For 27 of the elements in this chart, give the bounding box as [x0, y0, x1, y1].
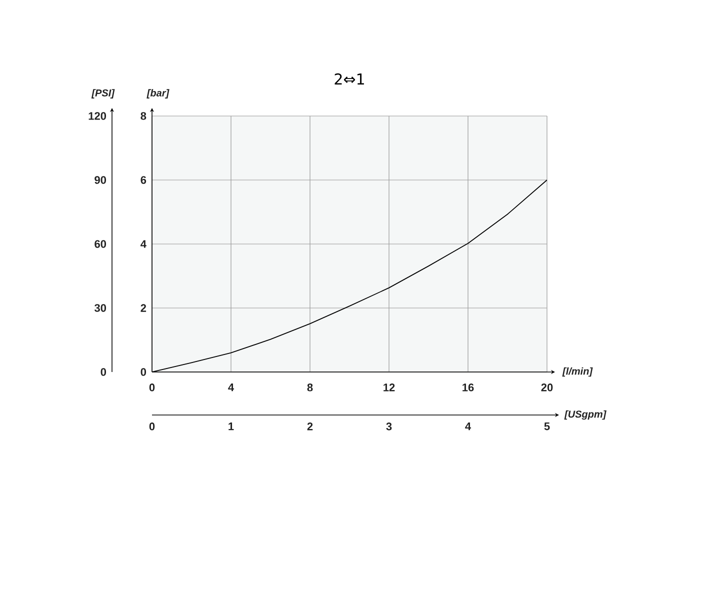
y-tick-label: 0	[140, 368, 146, 376]
y2-tick-label: 120	[88, 112, 106, 120]
x-tick-label: 8	[307, 384, 313, 392]
y2-tick-label: 60	[94, 240, 106, 248]
y-tick-label: 8	[140, 112, 146, 120]
x2-tick-label: 3	[386, 422, 392, 430]
y2-tick-label: 30	[94, 304, 106, 312]
x-axis-title: [l/min]	[562, 367, 593, 377]
x-tick-label: 0	[149, 384, 155, 392]
y-tick-label: 2	[140, 304, 146, 312]
x2-tick-label: 0	[149, 422, 155, 430]
y-axis-title: [bar]	[146, 89, 170, 98]
x2-tick-label: 1	[228, 422, 234, 430]
y-tick-label: 4	[140, 240, 146, 248]
y-tick-label: 6	[140, 176, 146, 184]
x-tick-label: 12	[384, 384, 395, 392]
y2-axis-title: [PSI]	[91, 89, 115, 98]
x2-axis-title: [USgpm]	[564, 410, 606, 420]
x-tick-label: 4	[228, 384, 234, 392]
x2-tick-label: 5	[544, 422, 550, 430]
x-tick-label: 16	[462, 384, 474, 392]
x2-tick-label: 4	[465, 422, 471, 430]
x2-tick-label: 2	[307, 422, 313, 430]
chart-title: 2⇔1	[334, 73, 364, 84]
y2-tick-label: 90	[94, 176, 106, 184]
y2-tick-label: 0	[100, 368, 106, 376]
x-tick-label: 20	[541, 384, 553, 392]
